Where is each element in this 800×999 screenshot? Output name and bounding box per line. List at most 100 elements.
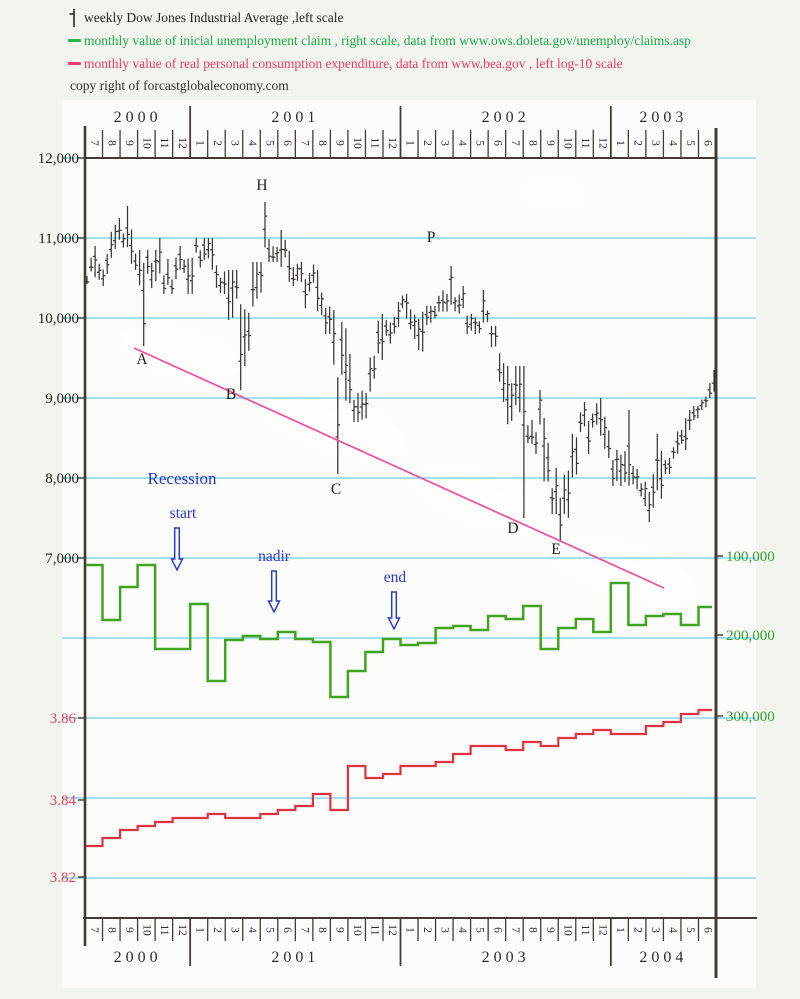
month-tick-label-top: 9 [123, 140, 135, 146]
month-tick-label-top: 6 [702, 140, 714, 146]
month-tick-label-bottom: 9 [334, 927, 346, 933]
month-tick-label-top: 4 [246, 140, 258, 146]
left-djia-scale-label: 9,000 [45, 391, 79, 407]
left-djia-scale-label: 7,000 [45, 551, 79, 567]
month-tick-label-bottom: 10 [561, 924, 573, 936]
end-arrow-icon [387, 591, 401, 631]
month-tick-label-bottom: 3 [228, 927, 240, 933]
legend-item-claims: monthly value of inicial unemployment cl… [64, 29, 784, 52]
month-tick-label-bottom: 2 [211, 927, 223, 933]
month-tick-label-top: 4 [667, 140, 679, 146]
month-tick-label-top: 3 [649, 140, 661, 146]
month-tick-label-top: 5 [263, 140, 275, 146]
red-dash-icon [64, 62, 84, 65]
point-label-C: C [331, 481, 341, 498]
copyright-text: copy right of forcastglobaleconomy.com [70, 78, 289, 93]
month-tick-label-top: 12 [386, 137, 398, 149]
left-pce-scale-label: 3.84 [50, 793, 77, 809]
pce-step-line [86, 708, 712, 848]
month-tick-label-bottom: 6 [491, 927, 503, 933]
month-tick-label-top: 2 [211, 140, 223, 146]
month-tick-label-top: 5 [684, 140, 696, 146]
month-tick-label-top: 2 [421, 140, 433, 146]
month-tick-label-bottom: 11 [579, 924, 591, 935]
djia-weekly-bars [84, 202, 717, 542]
right-claims-scale-label: 200,000 [726, 628, 775, 644]
month-tick-label-top: 10 [561, 137, 573, 149]
month-tick-label-top: 9 [544, 140, 556, 146]
month-tick-label-top: 7 [88, 140, 100, 146]
month-tick-label-top: 1 [404, 140, 416, 146]
month-tick-label-bottom: 4 [667, 927, 679, 933]
legend-item-djia: weekly Dow Jones Industrial Average ,lef… [64, 6, 784, 29]
point-label-D: D [507, 520, 518, 537]
month-tick-label-bottom: 1 [193, 927, 205, 933]
month-tick-label-bottom: 8 [106, 927, 118, 933]
downtrend-line [133, 347, 665, 589]
right-claims-scale-label: 300,000 [726, 709, 775, 725]
month-tick-label-top: 10 [351, 137, 363, 149]
month-tick-label-top: 11 [158, 137, 170, 148]
month-tick-label-top: 8 [106, 140, 118, 146]
month-tick-label-bottom: 7 [298, 927, 310, 933]
month-tick-label-top: 7 [509, 140, 521, 146]
left-pce-scale-label: 3.86 [50, 711, 77, 727]
green-dash-icon [64, 39, 84, 42]
month-tick-label-top: 10 [141, 137, 153, 149]
right-claims-scale-label: 100,000 [726, 549, 775, 565]
legend: weekly Dow Jones Industrial Average ,lef… [64, 6, 784, 94]
month-tick-label-top: 9 [334, 140, 346, 146]
point-label-B: B [226, 386, 236, 403]
bottom-year-label: 2001 [271, 949, 319, 966]
month-tick-label-bottom: 12 [176, 924, 188, 936]
month-tick-label-bottom: 4 [246, 927, 258, 933]
left-djia-scale-label: 10,000 [38, 311, 79, 327]
recession-label: Recession [148, 469, 217, 488]
month-tick-label-top: 7 [298, 140, 310, 146]
bottom-year-label: 2000 [114, 949, 162, 966]
nadir-label: nadir [258, 548, 291, 565]
bottom-year-label: 2003 [482, 949, 530, 966]
month-tick-label-bottom: 6 [702, 927, 714, 933]
month-tick-label-top: 3 [439, 140, 451, 146]
legend-label-claims: monthly value of inicial unemployment cl… [84, 32, 691, 48]
month-tick-label-top: 1 [193, 140, 205, 146]
month-tick-label-bottom: 5 [263, 927, 275, 933]
month-tick-label-top: 6 [491, 140, 503, 146]
month-tick-label-top: 2 [631, 140, 643, 146]
month-tick-label-bottom: 7 [88, 927, 100, 933]
month-tick-label-top: 4 [456, 140, 468, 146]
month-tick-label-bottom: 9 [123, 927, 135, 933]
month-tick-label-bottom: 8 [316, 927, 328, 933]
month-tick-label-bottom: 6 [281, 927, 293, 933]
claims-step-line [86, 563, 712, 699]
month-tick-label-bottom: 11 [158, 924, 170, 935]
end-label: end [384, 569, 407, 586]
top-year-label: 2002 [482, 109, 530, 126]
legend-label-djia: weekly Dow Jones Industrial Average ,lef… [84, 9, 344, 25]
month-tick-label-top: 11 [579, 137, 591, 148]
month-tick-label-bottom: 4 [456, 927, 468, 933]
top-year-label: 2001 [271, 109, 319, 126]
point-label-A: A [136, 351, 148, 368]
month-tick-label-top: 8 [316, 140, 328, 146]
top-year-label: 2000 [114, 109, 162, 126]
month-tick-label-top: 12 [596, 137, 608, 149]
month-tick-label-bottom: 12 [596, 924, 608, 936]
month-tick-label-bottom: 3 [649, 927, 661, 933]
month-tick-label-bottom: 1 [614, 927, 626, 933]
month-tick-label-top: 1 [614, 140, 626, 146]
point-label-E: E [551, 541, 560, 558]
bottom-year-label: 2004 [639, 949, 687, 966]
nadir-arrow-icon [267, 570, 281, 614]
month-tick-label-top: 5 [474, 140, 486, 146]
month-tick-label-bottom: 3 [439, 927, 451, 933]
month-tick-label-bottom: 12 [386, 924, 398, 936]
point-label-P: P [427, 229, 436, 246]
month-tick-label-bottom: 11 [369, 924, 381, 935]
left-djia-scale-label: 12,000 [38, 151, 79, 167]
left-djia-scale-label: 8,000 [45, 471, 79, 487]
month-tick-label-top: 8 [526, 140, 538, 146]
